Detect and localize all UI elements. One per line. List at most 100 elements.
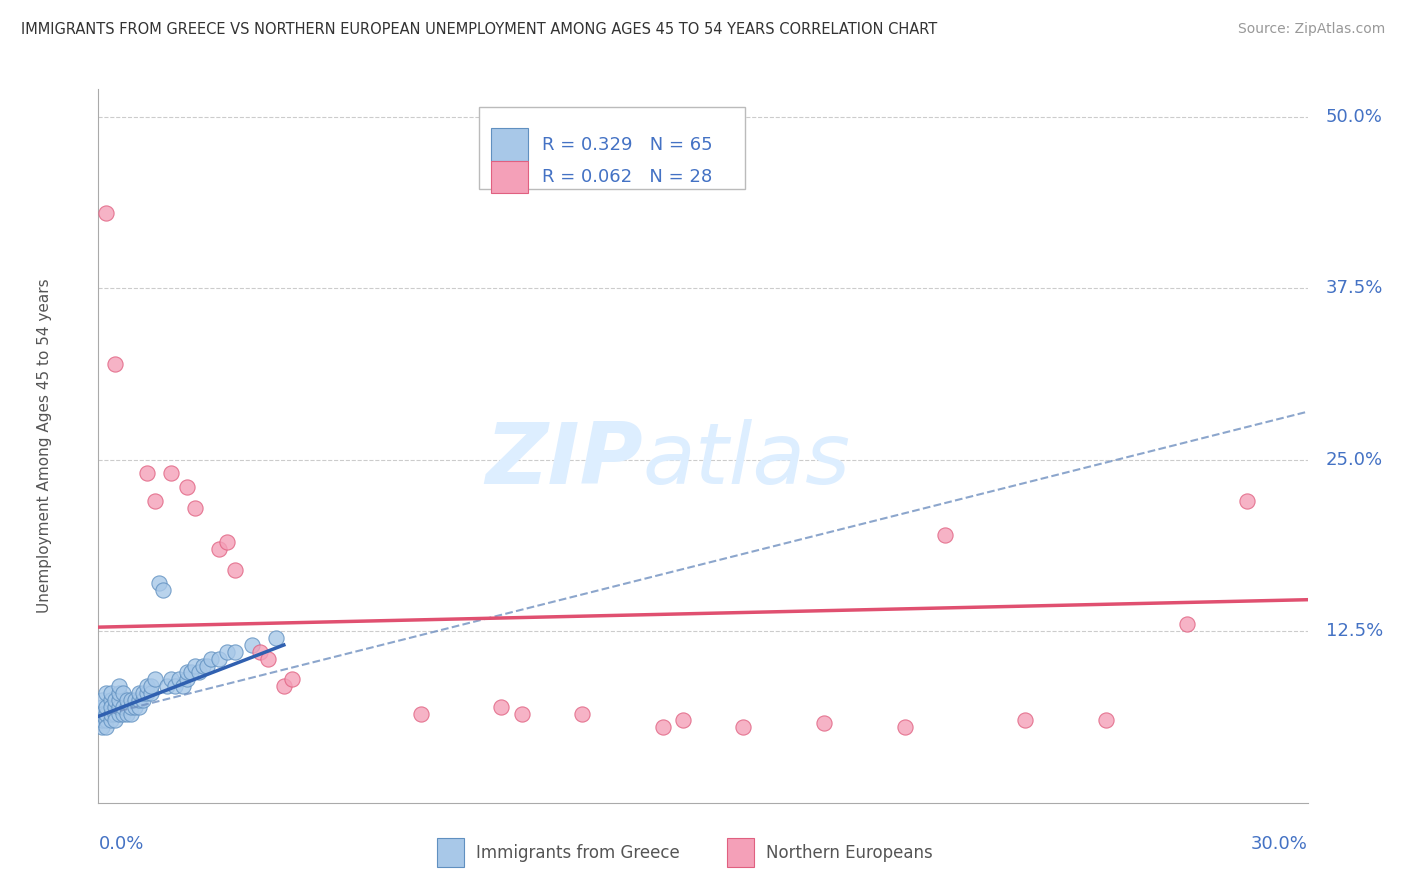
Point xyxy=(132,693,155,707)
Point xyxy=(96,720,118,734)
Point xyxy=(143,494,166,508)
Point xyxy=(224,562,246,576)
Point xyxy=(91,714,114,728)
Point xyxy=(91,693,114,707)
Point xyxy=(139,679,162,693)
Point xyxy=(172,679,194,693)
Point xyxy=(180,665,202,680)
Point xyxy=(813,716,835,731)
Point xyxy=(111,686,134,700)
Point xyxy=(256,651,278,665)
Point xyxy=(91,706,114,721)
Point xyxy=(135,467,157,481)
Point xyxy=(160,673,183,687)
Point xyxy=(103,357,125,371)
Point xyxy=(103,693,125,707)
Point xyxy=(264,631,287,645)
Point xyxy=(176,673,198,687)
Text: 30.0%: 30.0% xyxy=(1251,835,1308,853)
Point xyxy=(217,535,239,549)
Text: 50.0%: 50.0% xyxy=(1326,108,1382,126)
Text: Source: ZipAtlas.com: Source: ZipAtlas.com xyxy=(1237,22,1385,37)
Point xyxy=(491,699,513,714)
Point xyxy=(115,706,138,721)
Text: IMMIGRANTS FROM GREECE VS NORTHERN EUROPEAN UNEMPLOYMENT AMONG AGES 45 TO 54 YEA: IMMIGRANTS FROM GREECE VS NORTHERN EUROP… xyxy=(21,22,938,37)
Text: 0.0%: 0.0% xyxy=(98,835,143,853)
Point xyxy=(128,686,150,700)
Point xyxy=(96,686,118,700)
Point xyxy=(111,699,134,714)
Point xyxy=(115,699,138,714)
Point xyxy=(128,693,150,707)
Point xyxy=(200,651,222,665)
Point xyxy=(124,699,146,714)
Point xyxy=(160,467,183,481)
Point xyxy=(893,720,915,734)
Point xyxy=(107,679,129,693)
Point xyxy=(115,693,138,707)
Text: R = 0.062   N = 28: R = 0.062 N = 28 xyxy=(543,168,713,186)
Point xyxy=(208,651,231,665)
FancyBboxPatch shape xyxy=(479,107,745,189)
Point xyxy=(100,693,122,707)
Text: Unemployment Among Ages 45 to 54 years: Unemployment Among Ages 45 to 54 years xyxy=(37,278,52,614)
Point xyxy=(100,714,122,728)
Point xyxy=(120,699,142,714)
Point xyxy=(96,699,118,714)
Text: 25.0%: 25.0% xyxy=(1326,450,1384,468)
Text: ZIP: ZIP xyxy=(485,418,643,502)
Point xyxy=(107,693,129,707)
Point xyxy=(184,500,207,515)
Text: Immigrants from Greece: Immigrants from Greece xyxy=(475,844,679,862)
Point xyxy=(152,583,174,598)
Point xyxy=(176,665,198,680)
Point xyxy=(240,638,263,652)
Point xyxy=(1014,714,1036,728)
Point xyxy=(103,714,125,728)
Point xyxy=(96,205,118,219)
FancyBboxPatch shape xyxy=(492,161,527,193)
Point xyxy=(651,720,673,734)
Point xyxy=(100,699,122,714)
Point xyxy=(107,686,129,700)
Point xyxy=(273,679,295,693)
Point xyxy=(1236,494,1258,508)
Text: 37.5%: 37.5% xyxy=(1326,279,1384,297)
Point xyxy=(148,576,170,591)
Point xyxy=(1175,617,1198,632)
Point xyxy=(103,706,125,721)
FancyBboxPatch shape xyxy=(437,838,464,867)
Text: 12.5%: 12.5% xyxy=(1326,623,1384,640)
Point xyxy=(100,686,122,700)
Point xyxy=(143,673,166,687)
Point xyxy=(571,706,593,721)
Point xyxy=(409,706,432,721)
Point xyxy=(281,673,304,687)
Point xyxy=(217,645,239,659)
Point xyxy=(135,686,157,700)
Point xyxy=(510,706,533,721)
Point xyxy=(96,714,118,728)
Text: R = 0.329   N = 65: R = 0.329 N = 65 xyxy=(543,136,713,153)
Point xyxy=(120,706,142,721)
Text: atlas: atlas xyxy=(643,418,851,502)
Point xyxy=(249,645,271,659)
Point xyxy=(132,686,155,700)
Point xyxy=(120,693,142,707)
Point xyxy=(107,706,129,721)
Point xyxy=(128,699,150,714)
Point xyxy=(135,679,157,693)
Point xyxy=(163,679,186,693)
Point xyxy=(208,541,231,556)
Point xyxy=(103,699,125,714)
Point xyxy=(184,658,207,673)
Point xyxy=(91,720,114,734)
Point xyxy=(1095,714,1118,728)
Point xyxy=(124,693,146,707)
Point xyxy=(156,679,179,693)
Point xyxy=(224,645,246,659)
Point xyxy=(193,658,215,673)
Point xyxy=(100,706,122,721)
FancyBboxPatch shape xyxy=(492,128,527,161)
FancyBboxPatch shape xyxy=(727,838,754,867)
